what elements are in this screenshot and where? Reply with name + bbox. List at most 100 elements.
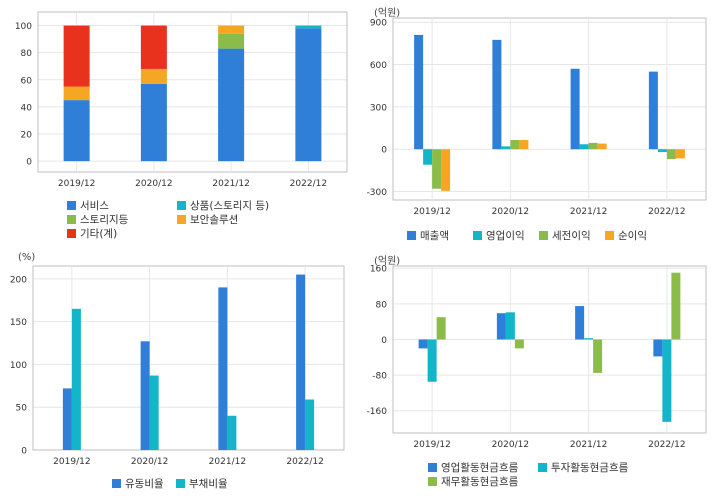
bar — [218, 33, 245, 49]
x-tick-label: 2020/12 — [492, 207, 529, 217]
bar — [62, 388, 72, 450]
legend-item-service[interactable]: 서비스 — [67, 199, 109, 213]
y-tick-label: -160 — [367, 407, 388, 417]
bar — [427, 339, 437, 382]
bar — [519, 140, 529, 150]
legend-label: 상품(스토리지 등) — [190, 200, 270, 212]
bar — [218, 48, 245, 162]
bar — [140, 83, 167, 162]
legend-swatch — [67, 215, 76, 224]
legend-swatch — [67, 201, 76, 210]
x-tick-label: 2019/12 — [413, 207, 450, 217]
legend-label: 유동비율 — [125, 478, 164, 490]
bar — [140, 25, 167, 69]
legend-label: 순이익 — [618, 230, 647, 242]
legend-item-revenue[interactable]: 매출액 — [407, 229, 449, 243]
bar — [140, 68, 167, 84]
legend-swatch — [176, 479, 185, 488]
x-tick-label: 2019/12 — [53, 457, 90, 467]
legend-label: 서비스 — [80, 200, 109, 212]
y-tick-label: -300 — [367, 188, 388, 198]
legend-swatch — [177, 215, 186, 224]
legend-item-investing-cf[interactable]: 투자활동현금흐름 — [538, 461, 628, 475]
y-tick-label: 60 — [21, 76, 33, 86]
plot-frame — [392, 17, 707, 201]
cashflow-chart: -160 -80 0 80 160 2019/12 2020/12 2021/12 2022/1… — [367, 265, 707, 450]
bar — [295, 25, 322, 29]
bar — [657, 149, 667, 153]
legend-label: 투자활동현금흐름 — [551, 462, 629, 474]
plot-frame — [37, 11, 348, 173]
income-chart: -300 0 300 600 900 2019/12 2020/12 2021/12 2022/… — [367, 17, 707, 217]
cashflow-panel: (억원) -160 -80 0 80 160 2019/12 2020/12 2021/12 2… — [360, 248, 720, 496]
bar — [492, 39, 502, 150]
x-tick-label: 2022/12 — [290, 179, 327, 189]
unit-label: (억원) — [374, 8, 401, 19]
bar — [218, 25, 245, 34]
x-tick-label: 2021/12 — [212, 179, 249, 189]
bar — [496, 313, 506, 340]
legend-label: 영업이익 — [486, 230, 525, 242]
y-tick-label: 0 — [21, 447, 27, 457]
y-tick-label: 900 — [370, 19, 387, 29]
x-tick-label: 2020/12 — [131, 457, 168, 467]
bar — [675, 149, 685, 159]
revenue-mix-legend: 서비스 상품(스토리지 등) 스토리지등 보안솔루션 기타(계) — [67, 199, 347, 245]
legend-item-security[interactable]: 보안솔루션 — [177, 213, 238, 227]
legend-item-storage[interactable]: 스토리지등 — [67, 213, 128, 227]
legend-swatch — [605, 231, 614, 240]
income-panel: (억원) -300 0 300 600 900 2019/12 2020/12 2021/12… — [360, 0, 720, 248]
bar — [149, 375, 159, 450]
bar — [597, 143, 607, 150]
legend-label: 보안솔루션 — [190, 214, 239, 226]
bar — [575, 306, 585, 340]
x-tick-label: 2022/12 — [648, 440, 685, 450]
legend-swatch — [428, 463, 437, 472]
ratios-chart: 0 50 100 150 200 2019/12 2020/12 2021/12 2022/12 — [10, 265, 345, 467]
x-tick-label: 2019/12 — [58, 179, 95, 189]
plot-frame — [32, 265, 345, 451]
bar — [296, 274, 306, 450]
cashflow-legend: 영업활동현금흐름 투자활동현금흐름 재무활동현금흐름 — [428, 461, 708, 491]
y-tick-label: 0 — [381, 336, 387, 346]
legend-label: 영업활동현금흐름 — [441, 462, 519, 474]
legend-swatch — [428, 477, 437, 486]
legend-item-current-ratio[interactable]: 유동비율 — [112, 477, 164, 491]
bar — [501, 146, 511, 150]
legend-label: 기타(계) — [80, 228, 118, 240]
legend-item-operating-cf[interactable]: 영업활동현금흐름 — [428, 461, 518, 475]
legend-label: 재무활동현금흐름 — [441, 476, 519, 488]
bar — [653, 339, 663, 357]
y-tick-label: 200 — [10, 275, 27, 285]
bar — [432, 149, 442, 189]
bar — [218, 287, 228, 450]
legend-item-net-profit[interactable]: 순이익 — [605, 229, 647, 243]
y-tick-label: 150 — [10, 318, 27, 328]
bar — [414, 34, 424, 150]
bar — [593, 339, 603, 373]
y-tick-label: 0 — [381, 146, 387, 156]
y-tick-label: 0 — [26, 158, 32, 168]
legend-swatch — [112, 479, 121, 488]
bar — [305, 399, 315, 450]
bar — [295, 28, 322, 162]
bar — [63, 25, 90, 87]
y-tick-label: 80 — [21, 49, 33, 59]
legend-item-financing-cf[interactable]: 재무활동현금흐름 — [428, 475, 518, 489]
legend-item-goods[interactable]: 상품(스토리지 등) — [177, 199, 269, 213]
y-tick-label: 300 — [370, 103, 387, 113]
legend-label: 매출액 — [420, 230, 449, 242]
x-tick-label: 2022/12 — [286, 457, 323, 467]
legend-item-operating-profit[interactable]: 영업이익 — [473, 229, 525, 243]
y-tick-label: 80 — [376, 300, 388, 310]
y-tick-label: 100 — [15, 22, 32, 32]
ratios-legend: 유동비율 부채비율 — [112, 477, 312, 493]
legend-item-debt-ratio[interactable]: 부채비율 — [176, 477, 228, 491]
legend-item-other[interactable]: 기타(계) — [67, 227, 117, 241]
bar — [579, 144, 589, 150]
y-tick-label: 160 — [370, 265, 387, 275]
legend-swatch — [67, 229, 76, 238]
legend-item-pretax-profit[interactable]: 세전이익 — [539, 229, 591, 243]
income-legend: 매출액 영업이익 세전이익 순이익 — [407, 229, 707, 245]
legend-swatch — [539, 231, 548, 240]
